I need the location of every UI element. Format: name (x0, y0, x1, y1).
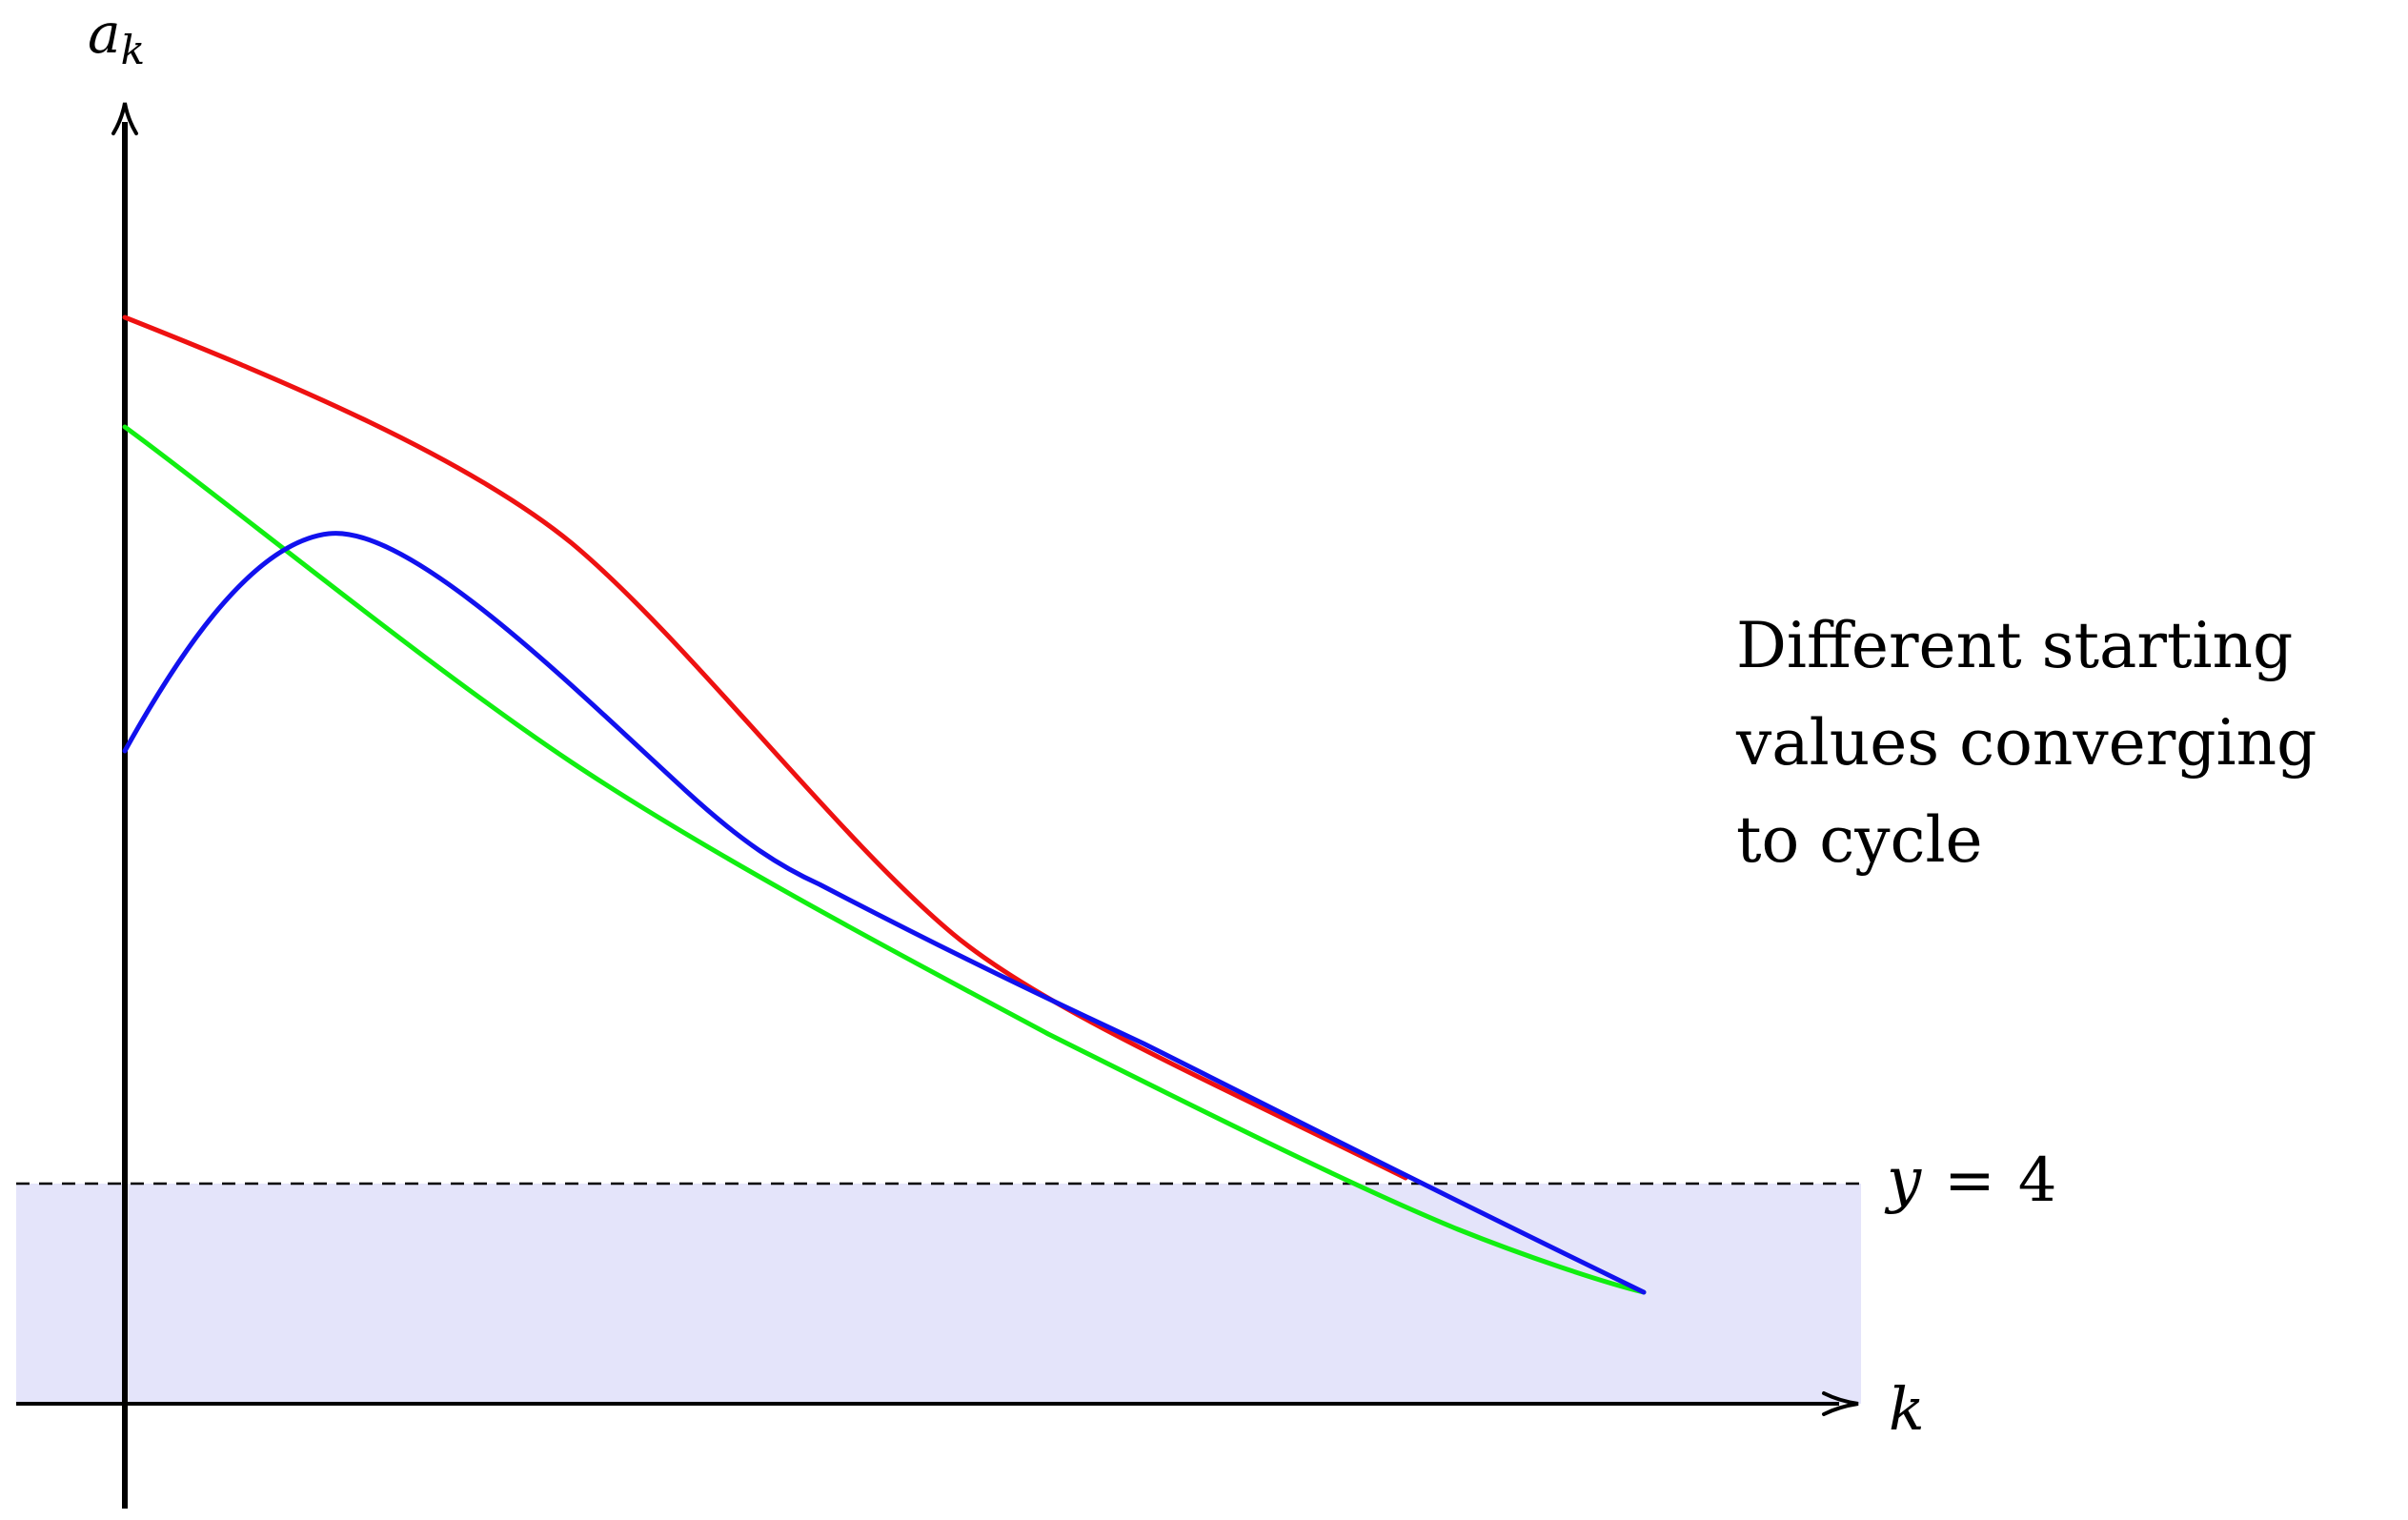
annotation-line-1: Different starting (1736, 609, 2293, 682)
annotation-line-3: to cycle (1736, 803, 1983, 877)
y-axis-label-subscript: k (121, 27, 145, 73)
threshold-label-eq: = (1944, 1145, 1995, 1216)
annotation-line-2: values converging (1735, 706, 2317, 780)
y-axis-label: ak (88, 1, 145, 73)
threshold-label-var: y (1884, 1145, 1922, 1216)
below-threshold-band (16, 1184, 1861, 1404)
y-axis-arrowhead (111, 102, 138, 135)
threshold-label: y = 4 (1884, 1145, 2057, 1216)
x-axis-arrowhead (1822, 1391, 1859, 1416)
x-axis-label: k (1889, 1374, 1925, 1444)
red-curve (122, 314, 1408, 1181)
green-curve (122, 424, 1647, 1295)
threshold-label-value: 4 (2018, 1145, 2057, 1216)
y-axis-label-base: a (88, 1, 121, 66)
blue-curve (122, 531, 1647, 1295)
